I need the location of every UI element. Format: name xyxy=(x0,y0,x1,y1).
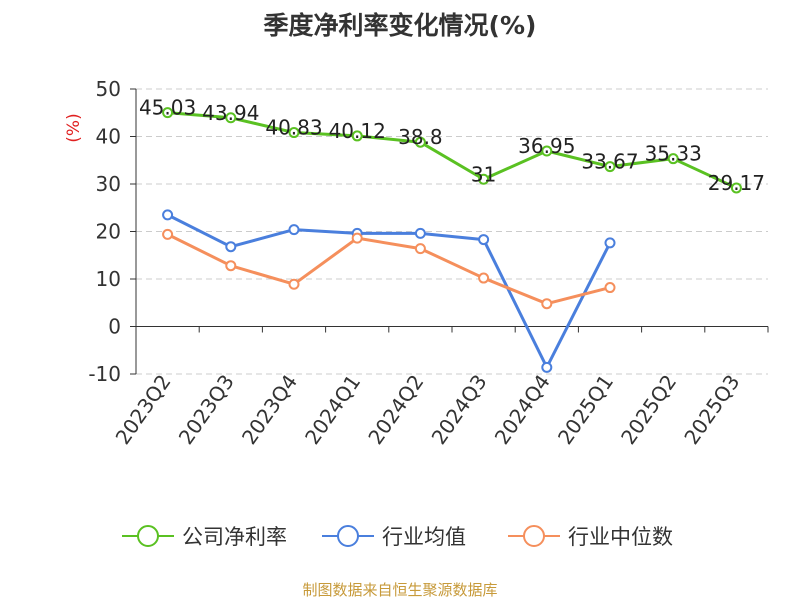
y-tick-label: 20 xyxy=(96,220,121,244)
chart-title: 季度净利率变化情况(%) xyxy=(263,11,537,40)
data-point xyxy=(478,272,490,284)
data-label: 35.33 xyxy=(645,142,702,166)
data-label: 33.67 xyxy=(581,150,638,174)
x-tick-label: 2023Q4 xyxy=(237,370,302,449)
data-point xyxy=(351,130,363,142)
series-lines xyxy=(162,107,742,373)
data-point xyxy=(351,232,363,244)
data-label: 38.8 xyxy=(398,125,443,149)
y-tick-label: 10 xyxy=(96,267,121,291)
y-tick-label: 40 xyxy=(96,125,121,149)
legend-label: 行业均值 xyxy=(382,525,466,549)
data-point xyxy=(667,153,679,165)
legend: 公司净利率 行业均值 行业中位数 xyxy=(0,518,800,554)
y-tick-label: -10 xyxy=(88,362,121,386)
y-tick-label: 50 xyxy=(96,77,121,101)
data-label: 45.03 xyxy=(139,96,196,120)
data-point xyxy=(478,173,490,185)
series-line xyxy=(166,213,612,369)
data-point xyxy=(162,107,174,119)
series-line xyxy=(166,233,611,306)
data-point xyxy=(414,136,426,148)
source-note: 制图数据来自恒生聚源数据库 xyxy=(302,581,498,599)
legend-marker-icon xyxy=(508,525,560,547)
data-label: 40.12 xyxy=(329,119,386,143)
x-tick-labels: 2023Q22023Q32023Q42024Q12024Q22024Q32024… xyxy=(111,370,745,449)
legend-circle xyxy=(337,525,359,547)
legend-label: 行业中位数 xyxy=(568,525,673,549)
legend-marker-icon xyxy=(122,525,174,547)
data-label: 43.94 xyxy=(202,101,259,125)
data-label: 31 xyxy=(471,162,496,186)
x-tick-label: 2025Q2 xyxy=(616,370,681,449)
data-label: 29.17 xyxy=(708,171,765,195)
x-tick-label: 2024Q2 xyxy=(363,370,428,449)
data-point xyxy=(730,182,742,194)
legend-marker-icon xyxy=(322,525,374,547)
data-point xyxy=(414,243,426,255)
x-tick-label: 2024Q4 xyxy=(490,370,555,449)
x-tick-label: 2023Q3 xyxy=(174,370,239,449)
data-point xyxy=(225,260,237,272)
data-point xyxy=(288,127,300,139)
x-tick-label: 2024Q1 xyxy=(300,370,365,449)
series-line xyxy=(167,111,738,190)
legend-item[interactable]: 行业中位数 xyxy=(508,518,673,554)
y-tick-labels: 50 40 30 20 10 0 -10 xyxy=(88,77,121,386)
data-point xyxy=(225,112,237,124)
data-point xyxy=(414,227,426,239)
data-point xyxy=(162,228,174,240)
data-label: 40.83 xyxy=(265,116,322,140)
data-point xyxy=(225,241,237,253)
data-point xyxy=(288,278,300,290)
data-point xyxy=(541,361,553,373)
legend-item[interactable]: 行业均值 xyxy=(322,518,466,554)
data-point xyxy=(541,298,553,310)
y-tick-label: 0 xyxy=(108,315,121,339)
axes xyxy=(130,88,769,375)
data-point xyxy=(604,161,616,173)
data-label: 36.95 xyxy=(518,134,575,158)
data-point xyxy=(288,224,300,236)
data-point xyxy=(478,234,490,246)
x-tick-label: 2025Q1 xyxy=(553,370,618,449)
grid-lines xyxy=(136,88,768,375)
data-point xyxy=(604,237,616,249)
data-point xyxy=(604,282,616,294)
y-axis-label: (%) xyxy=(64,113,84,142)
x-tick-label: 2024Q3 xyxy=(427,370,492,449)
y-tick-label: 30 xyxy=(96,172,121,196)
legend-label: 公司净利率 xyxy=(182,525,287,549)
data-point xyxy=(162,209,174,221)
data-point xyxy=(541,145,553,157)
legend-circle xyxy=(137,525,159,547)
legend-circle xyxy=(523,525,545,547)
x-tick-label: 2025Q3 xyxy=(679,370,744,449)
legend-item[interactable]: 公司净利率 xyxy=(122,518,287,554)
